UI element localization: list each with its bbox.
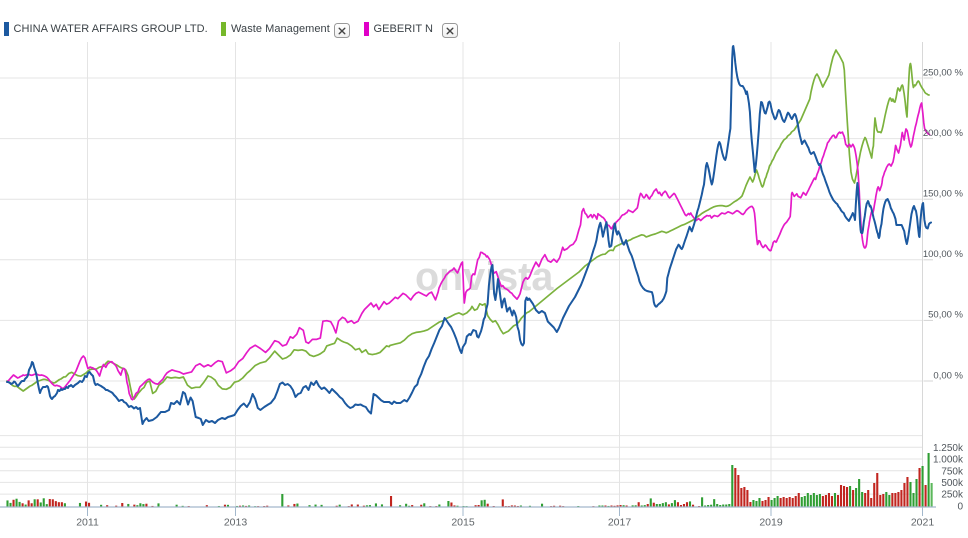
svg-text:onvista: onvista [415, 255, 554, 299]
svg-text:750k: 750k [941, 466, 964, 477]
svg-text:150,00 %: 150,00 % [923, 189, 964, 200]
svg-text:2013: 2013 [224, 517, 248, 529]
svg-text:250,00 %: 250,00 % [923, 67, 964, 78]
svg-text:1.250k: 1.250k [933, 443, 964, 454]
svg-text:100,00 %: 100,00 % [923, 249, 964, 260]
svg-text:2021: 2021 [911, 517, 935, 529]
svg-text:2015: 2015 [451, 517, 475, 529]
svg-text:0: 0 [957, 501, 963, 512]
svg-text:2017: 2017 [608, 517, 632, 529]
svg-text:2019: 2019 [759, 517, 783, 529]
svg-text:2011: 2011 [76, 517, 99, 529]
svg-text:250k: 250k [941, 490, 964, 501]
svg-text:0,00 %: 0,00 % [933, 370, 963, 381]
svg-text:1.000k: 1.000k [933, 455, 964, 466]
svg-text:50,00 %: 50,00 % [928, 310, 963, 321]
svg-text:200,00 %: 200,00 % [923, 128, 964, 139]
svg-text:500k: 500k [941, 478, 964, 489]
